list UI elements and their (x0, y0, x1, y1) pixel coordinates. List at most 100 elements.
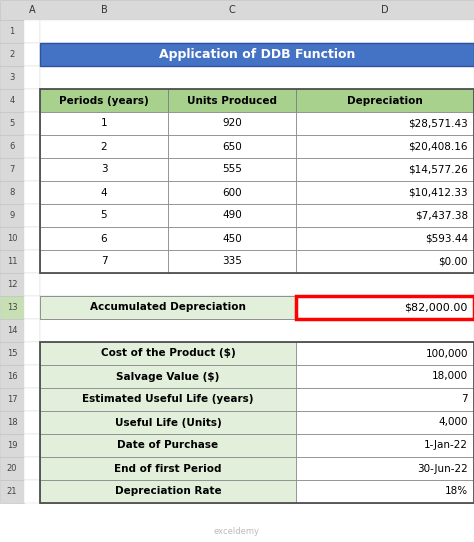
Bar (168, 204, 296, 227)
Bar (40, 434, 296, 457)
Text: 18: 18 (7, 418, 18, 427)
Text: Accumulated Depreciation: Accumulated Depreciation (90, 302, 246, 313)
Bar (0, 0, 474, 20)
Text: A: A (29, 5, 35, 15)
Text: Depreciation: Depreciation (347, 95, 423, 106)
Text: 4: 4 (9, 96, 15, 105)
Bar (0, 135, 24, 158)
Bar (40, 411, 474, 434)
Bar (40, 388, 296, 411)
Bar (168, 158, 296, 181)
Bar (40, 480, 296, 503)
Text: Units Produced: Units Produced (187, 95, 277, 106)
Text: 100,000: 100,000 (426, 349, 468, 358)
Text: 600: 600 (222, 188, 242, 197)
Bar (296, 250, 474, 273)
Bar (168, 135, 296, 158)
Bar (296, 204, 474, 227)
Text: 9: 9 (9, 211, 15, 220)
Text: $10,412.33: $10,412.33 (409, 188, 468, 197)
Text: 13: 13 (7, 303, 18, 312)
Text: 20: 20 (7, 464, 17, 473)
Text: $593.44: $593.44 (425, 234, 468, 243)
Bar (0, 181, 24, 204)
Text: C: C (228, 5, 236, 15)
Text: 21: 21 (7, 487, 17, 496)
Bar (0, 204, 24, 227)
Bar (0, 250, 24, 273)
Bar (24, 342, 40, 365)
Text: Useful Life (Units): Useful Life (Units) (115, 417, 221, 428)
Bar (0, 457, 24, 480)
Text: 450: 450 (222, 234, 242, 243)
Bar (40, 112, 168, 135)
Text: 5: 5 (100, 210, 107, 221)
Bar (296, 388, 474, 411)
Bar (24, 227, 40, 250)
Bar (24, 319, 40, 342)
Bar (24, 181, 40, 204)
Text: 555: 555 (222, 165, 242, 175)
Bar (40, 457, 474, 480)
Text: $28,571.43: $28,571.43 (408, 119, 468, 128)
Bar (0, 388, 24, 411)
Bar (40, 112, 474, 135)
Bar (40, 158, 168, 181)
Bar (40, 457, 296, 480)
Bar (40, 296, 474, 319)
Bar (24, 457, 40, 480)
Text: 5: 5 (9, 119, 15, 128)
Text: D: D (381, 5, 389, 15)
Text: 7: 7 (9, 165, 15, 174)
Bar (40, 319, 474, 342)
Bar (24, 480, 40, 503)
Bar (40, 20, 474, 43)
Bar (40, 89, 474, 112)
Bar (296, 181, 474, 204)
Bar (0, 20, 24, 43)
Bar (296, 112, 474, 135)
Bar (168, 112, 296, 135)
Text: 6: 6 (100, 234, 107, 243)
Text: 1: 1 (100, 119, 107, 128)
Bar (24, 411, 40, 434)
Bar (296, 365, 474, 388)
Bar (0, 480, 24, 503)
Text: 920: 920 (222, 119, 242, 128)
Bar (24, 66, 40, 89)
Bar (40, 204, 168, 227)
Bar (0, 273, 24, 296)
Bar (40, 158, 474, 181)
Bar (40, 181, 168, 204)
Text: 19: 19 (7, 441, 17, 450)
Text: 3: 3 (9, 73, 15, 82)
Text: Depreciation Rate: Depreciation Rate (115, 487, 221, 496)
Bar (24, 365, 40, 388)
Text: End of first Period: End of first Period (114, 463, 222, 474)
Text: 490: 490 (222, 210, 242, 221)
Bar (0, 365, 24, 388)
Bar (40, 342, 296, 365)
Bar (24, 158, 40, 181)
Bar (24, 43, 40, 66)
Bar (40, 43, 474, 66)
Text: 4,000: 4,000 (438, 417, 468, 428)
Text: 1: 1 (9, 27, 15, 36)
Bar (24, 204, 40, 227)
Text: Application of DDB Function: Application of DDB Function (159, 48, 355, 61)
Bar (296, 135, 474, 158)
Bar (0, 296, 24, 319)
Text: 4: 4 (100, 188, 107, 197)
Text: 14: 14 (7, 326, 17, 335)
Text: Salvage Value ($): Salvage Value ($) (116, 371, 219, 382)
Text: 17: 17 (7, 395, 18, 404)
Text: 16: 16 (7, 372, 18, 381)
Bar (40, 273, 474, 296)
Text: 335: 335 (222, 256, 242, 267)
Text: 2: 2 (100, 141, 107, 152)
Bar (0, 319, 24, 342)
Text: $82,000.00: $82,000.00 (405, 302, 468, 313)
Text: 650: 650 (222, 141, 242, 152)
Bar (296, 342, 474, 365)
Text: $7,437.38: $7,437.38 (415, 210, 468, 221)
